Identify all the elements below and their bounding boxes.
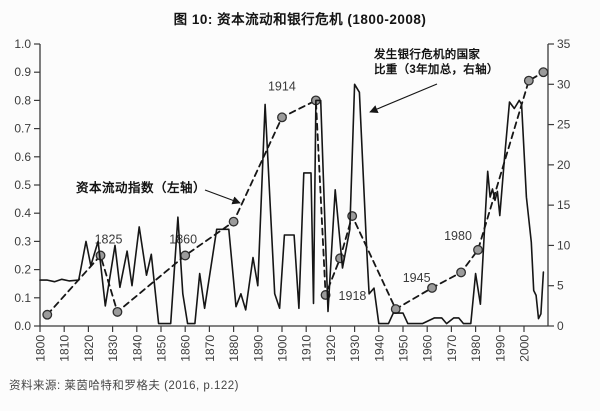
right-axis-tick-label: 30 <box>557 77 571 91</box>
x-axis-tick-label: 1810 <box>58 335 72 362</box>
arrow-to-crisis-line <box>369 83 438 113</box>
left-axis-tick-label: 0.4 <box>14 206 31 220</box>
x-axis-tick-label: 1990 <box>493 335 507 362</box>
left-axis-tick-label: 0.9 <box>14 65 31 79</box>
data-marker <box>473 244 483 255</box>
source-note: 资料来源: 莱茵哈特和罗格夫 (2016, p.122) <box>9 380 239 392</box>
left-axis-tick-label: 0.7 <box>14 122 31 136</box>
data-marker <box>347 211 358 221</box>
x-axis-tick-label: 1920 <box>324 335 338 362</box>
chart-title: 图 10: 资本流动和银行危机 (1800-2008) <box>173 12 427 27</box>
x-axis-tick-label: 1850 <box>155 335 169 362</box>
x-axis-tick-label: 2000 <box>518 335 532 362</box>
marker-year-label: 1860 <box>169 233 197 247</box>
annotation-arrows <box>204 83 438 205</box>
right-axis-tick-label: 5 <box>557 279 564 293</box>
x-axis-tick-label: 1950 <box>397 335 411 362</box>
right-axis-tick-label: 0 <box>557 319 564 333</box>
annotation-banking-crisis-share: 发生银行危机的国家 比重（3年加总，右轴） <box>374 48 499 78</box>
data-marker <box>390 304 401 315</box>
x-axis-tick-label: 1800 <box>34 335 48 362</box>
chart-canvas: 0.0 0.1 0.2 0.3 0.4 0.5 0.6 0.7 0.8 0.9 1.0 0 5 10 15 2… <box>14 37 570 362</box>
x-axis-tick-label: 1930 <box>348 335 362 362</box>
x-axis-tick-label: 1940 <box>372 335 386 362</box>
tick-labels: 0.0 0.1 0.2 0.3 0.4 0.5 0.6 0.7 0.8 0.9 1.0 0 5 10 15 2… <box>14 37 570 362</box>
marker-year-label: 1914 <box>268 79 296 93</box>
left-axis-tick-label: 0.2 <box>14 263 31 277</box>
x-axis-tick-label: 1820 <box>82 335 96 362</box>
x-axis-tick-label: 1870 <box>203 335 217 362</box>
data-marker <box>523 75 534 86</box>
tick-marks <box>34 43 554 332</box>
x-axis-tick-label: 1910 <box>300 335 314 362</box>
left-axis-tick-label: 0.6 <box>14 150 31 164</box>
annotation-banking-crisis-share-line1: 发生银行危机的国家 <box>374 49 481 61</box>
x-axis-tick-label: 1830 <box>106 335 120 362</box>
left-axis-tick-label: 0.1 <box>14 291 31 305</box>
data-marker <box>180 250 191 261</box>
left-axis-tick-label: 1.0 <box>14 37 31 51</box>
data-marker <box>456 267 467 278</box>
marker-year-label: 1825 <box>95 233 123 247</box>
arrow-to-capital-flow-line <box>204 189 241 205</box>
x-axis-tick-label: 1860 <box>179 335 193 362</box>
annotation-capital-flow-index: 资本流动指数（左轴） <box>76 181 207 195</box>
banking-crisis-share-line <box>39 83 545 325</box>
data-marker <box>538 67 549 78</box>
right-axis-tick-label: 10 <box>557 238 571 252</box>
left-axis-tick-label: 0.8 <box>14 93 31 107</box>
x-axis-tick-label: 1840 <box>130 335 144 362</box>
x-axis-tick-label: 1880 <box>227 335 241 362</box>
marker-year-label: 1980 <box>444 229 472 243</box>
right-axis-tick-label: 20 <box>557 158 571 172</box>
data-marker <box>42 309 53 320</box>
left-axis-tick-label: 0.5 <box>14 178 31 192</box>
right-axis-tick-label: 15 <box>557 198 571 212</box>
data-marker <box>228 216 239 227</box>
x-axis-tick-label: 1890 <box>251 335 265 362</box>
data-marker <box>112 306 123 317</box>
x-axis-tick-label: 1900 <box>276 335 290 362</box>
annotation-banking-crisis-share-line2: 比重（3年加总，右轴） <box>374 64 499 76</box>
x-axis-tick-label: 1960 <box>421 335 435 362</box>
x-axis-tick-label: 1980 <box>469 335 483 362</box>
capital-flow-index-line <box>46 71 545 316</box>
right-axis-tick-label: 25 <box>557 118 571 132</box>
data-marker <box>427 282 437 293</box>
data-marker <box>277 112 287 123</box>
left-axis-tick-label: 0.0 <box>14 319 31 333</box>
right-axis-tick-label: 35 <box>557 37 571 51</box>
marker-year-label: 1918 <box>339 289 367 303</box>
marker-year-label: 1945 <box>403 271 431 285</box>
x-axis-tick-label: 1970 <box>445 335 459 362</box>
left-axis-tick-label: 0.3 <box>14 234 31 248</box>
